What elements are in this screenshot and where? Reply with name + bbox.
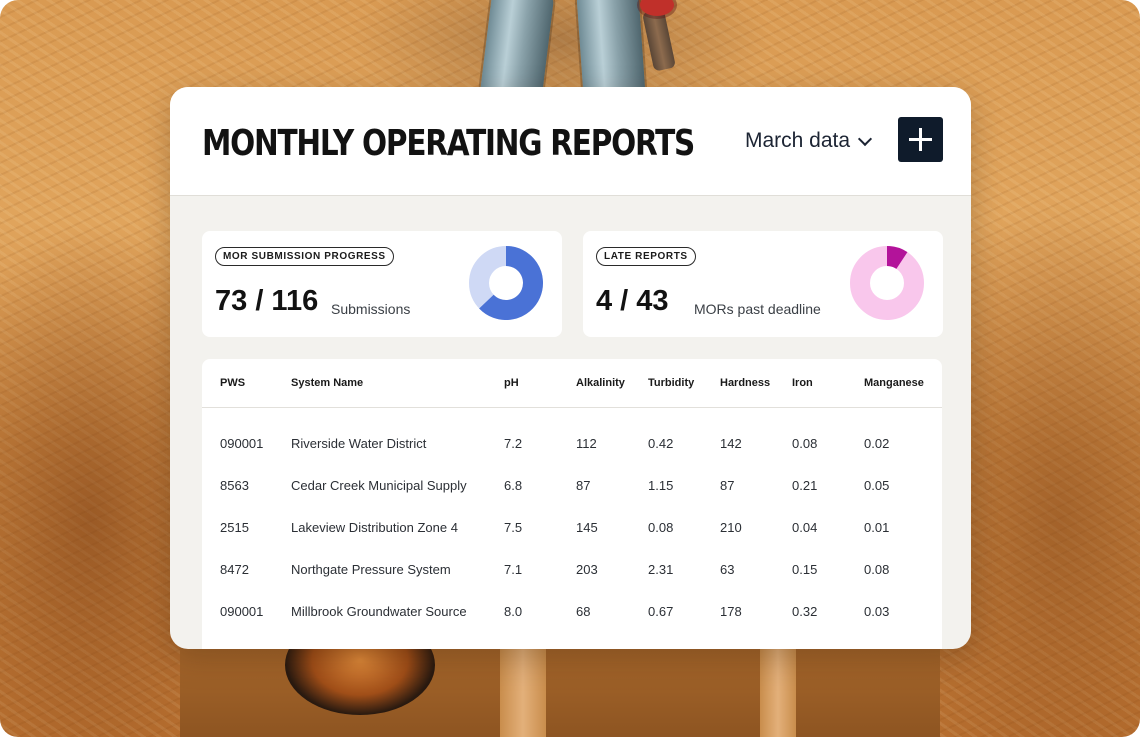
add-report-button[interactable] (898, 117, 943, 162)
column-header[interactable]: Iron (792, 377, 813, 389)
table-cell: Northgate Pressure System (291, 562, 451, 577)
stat-label-badge: MOR SUBMISSION PROGRESS (215, 247, 394, 266)
table-cell: 0.01 (864, 520, 890, 535)
table-cell: 0.32 (792, 604, 818, 619)
table-cell: 8.0 (504, 604, 523, 619)
table-cell: Cedar Creek Municipal Supply (291, 478, 467, 493)
stat-card-late-reports: LATE REPORTS 4 / 43 MORs past deadline (583, 231, 943, 337)
table-cell: 203 (576, 562, 598, 577)
card-header: MONTHLY OPERATING REPORTS March data (170, 87, 971, 196)
stat-label-badge: LATE REPORTS (596, 247, 696, 266)
column-header[interactable]: Turbidity (648, 377, 695, 389)
table-cell: 0.21 (792, 478, 818, 493)
table-cell: 87 (576, 478, 591, 493)
table-cell: 090001 (220, 436, 264, 451)
month-select[interactable]: March data (745, 127, 873, 155)
table-cell: 7.5 (504, 520, 523, 535)
stat-value: 73 / 116 (215, 285, 319, 317)
table-cell: 0.08 (864, 562, 890, 577)
table-cell: Lakeview Distribution Zone 4 (291, 520, 458, 535)
table-row[interactable]: 2515 Lakeview Distribution Zone 4 7.5 145 0.… (202, 507, 942, 549)
table-cell: 63 (720, 562, 735, 577)
late-reports-donut-chart (850, 246, 924, 320)
page-title: MONTHLY OPERATING REPORTS (202, 123, 695, 164)
table-row[interactable]: 090001 Millbrook Groundwater Source 8.0 68 0… (202, 591, 942, 633)
table-cell: 0.67 (648, 604, 674, 619)
table-cell: 2.31 (648, 562, 674, 577)
table-cell: 6.8 (504, 478, 523, 493)
column-header[interactable]: System Name (291, 377, 364, 389)
table-cell: Riverside Water District (291, 436, 427, 451)
table-cell: 178 (720, 604, 742, 619)
month-select-label: March data (745, 129, 851, 152)
table-cell: 0.08 (648, 520, 674, 535)
table-cell: 7.2 (504, 436, 523, 451)
table-row[interactable]: 8472 Northgate Pressure System 7.1 203 2.31 6… (202, 549, 942, 591)
trench-rail-image (500, 640, 546, 737)
table-cell: 145 (576, 520, 598, 535)
donut-progress-arc (479, 246, 543, 320)
stat-caption: Submissions (331, 301, 411, 317)
stat-caption: MORs past deadline (694, 301, 821, 317)
table-cell: 7.1 (504, 562, 523, 577)
column-header[interactable]: Manganese (864, 377, 924, 389)
table-cell: 090001 (220, 604, 264, 619)
table-cell: 142 (720, 436, 742, 451)
table-cell: 0.15 (792, 562, 818, 577)
valve-stem-image (642, 8, 676, 72)
table-cell: 0.08 (792, 436, 818, 451)
reports-table: PWS System Name pH Alkalinity Turbidity Hardn… (202, 359, 942, 649)
submission-donut-chart (469, 246, 543, 320)
valve-image (640, 0, 674, 16)
column-header[interactable]: Hardness (720, 377, 771, 389)
table-cell: 8563 (220, 478, 249, 493)
table-cell: 2515 (220, 520, 249, 535)
table-cell: 0.04 (792, 520, 818, 535)
table-cell: 8472 (220, 562, 249, 577)
table-cell: 1.15 (648, 478, 674, 493)
table-cell: 68 (576, 604, 591, 619)
table-cell: 0.05 (864, 478, 890, 493)
table-row[interactable]: 090001 Riverside Water District 7.2 112 0.42… (202, 423, 942, 465)
column-header[interactable]: PWS (220, 377, 246, 389)
column-header[interactable]: pH (504, 377, 519, 389)
table-cell: 112 (576, 436, 597, 451)
table-cell: 0.03 (864, 604, 890, 619)
reports-card: MONTHLY OPERATING REPORTS March data MOR… (170, 87, 971, 649)
donut-progress-arc (886, 246, 908, 270)
table-cell: 210 (720, 520, 742, 535)
stat-value: 4 / 43 (596, 285, 669, 317)
column-header[interactable]: Alkalinity (576, 377, 625, 389)
chevron-down-icon (857, 131, 873, 146)
trench-rail-image (760, 640, 796, 737)
table-cell: Millbrook Groundwater Source (291, 604, 467, 619)
table-header: PWS System Name pH Alkalinity Turbidity Hardn… (202, 359, 942, 408)
stat-card-submission-progress: MOR SUBMISSION PROGRESS 73 / 116 Submiss… (202, 231, 562, 337)
table-cell: 87 (720, 478, 735, 493)
table-cell: 0.42 (648, 436, 674, 451)
table-row[interactable]: 8563 Cedar Creek Municipal Supply 6.8 87 1.1… (202, 465, 942, 507)
table-cell: 0.02 (864, 436, 890, 451)
